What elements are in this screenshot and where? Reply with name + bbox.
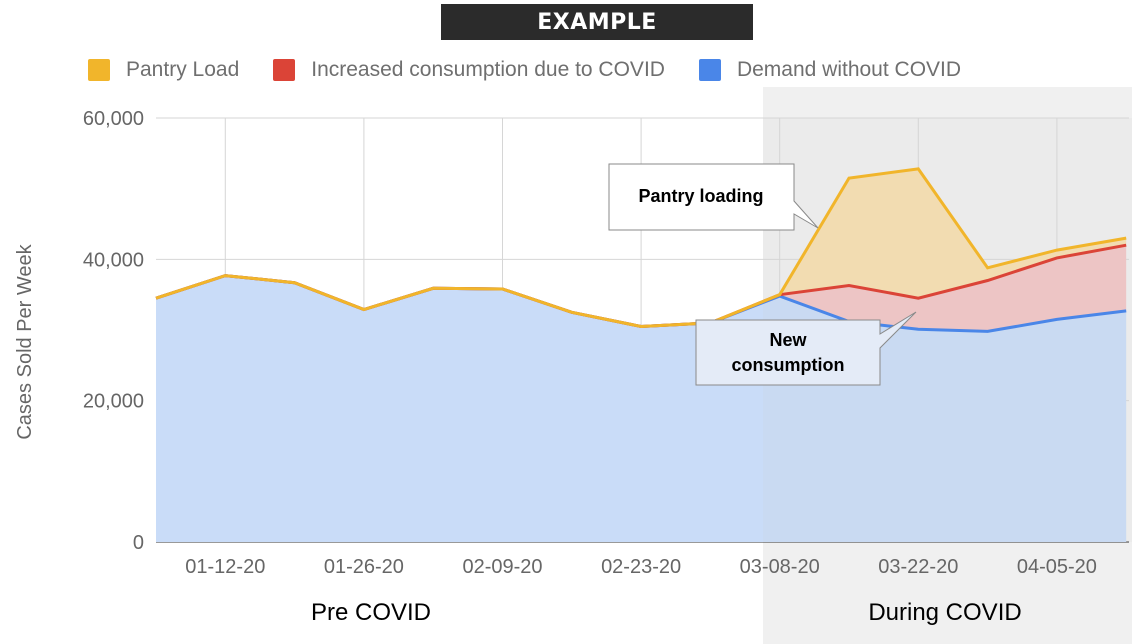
x-axis-ticks: 01-12-20 01-26-20 02-09-20 02-23-20 03-08-20… xyxy=(185,556,1097,578)
annotation-pantry-loading: Pantry loading xyxy=(638,186,763,206)
annotation-new-consumption-line2: consumption xyxy=(732,355,845,375)
series-lines xyxy=(155,167,1127,333)
legend-swatch-increased-consumption xyxy=(273,59,296,81)
legend-label-pantry-load: Pantry Load xyxy=(126,58,240,81)
x-tick-label: 01-26-20 xyxy=(324,556,404,578)
area-pantry-load xyxy=(156,168,1127,327)
chart-legend: Pantry Load Increased consumption due to… xyxy=(88,58,995,82)
legend-item-pantry-load[interactable]: Pantry Load xyxy=(88,58,239,82)
period-label-pre-covid: Pre COVID xyxy=(311,599,431,626)
x-tick-label: 02-23-20 xyxy=(601,556,681,578)
x-tick-label: 02-09-20 xyxy=(462,556,542,578)
legend-item-demand-without-covid[interactable]: Demand without COVID xyxy=(698,58,962,82)
x-tick-label: 01-12-20 xyxy=(185,556,265,578)
x-tick-label: 04-05-20 xyxy=(1017,556,1097,578)
legend-label-increased-consumption: Increased consumption due to COVID xyxy=(311,58,665,81)
area-increased-consumption xyxy=(156,245,1127,332)
y-tick-label: 40,000 xyxy=(83,249,144,271)
y-axis-label: Cases Sold Per Week xyxy=(14,243,36,439)
legend-item-increased-consumption[interactable]: Increased consumption due to COVID xyxy=(273,58,665,82)
annotation-new-consumption-line1: New xyxy=(769,330,807,350)
legend-swatch-demand-without-covid xyxy=(698,59,721,81)
y-tick-label: 20,000 xyxy=(83,391,144,413)
x-tick-label: 03-08-20 xyxy=(740,556,820,578)
period-label-during-covid: During COVID xyxy=(868,599,1021,626)
line-pantry-load xyxy=(155,167,1127,329)
callout-new-consumption: New consumption xyxy=(695,311,917,386)
x-tick-label: 03-22-20 xyxy=(878,556,958,578)
y-tick-label: 60,000 xyxy=(83,108,144,130)
legend-swatch-pantry-load xyxy=(88,59,110,81)
callout-pantry-loading: Pantry loading xyxy=(608,163,819,231)
y-axis-ticks: 0 20,000 40,000 60,000 xyxy=(83,108,144,554)
example-banner: EXAMPLE xyxy=(441,4,753,40)
legend-label-demand-without-covid: Demand without COVID xyxy=(736,58,962,81)
y-tick-label: 0 xyxy=(133,532,144,554)
